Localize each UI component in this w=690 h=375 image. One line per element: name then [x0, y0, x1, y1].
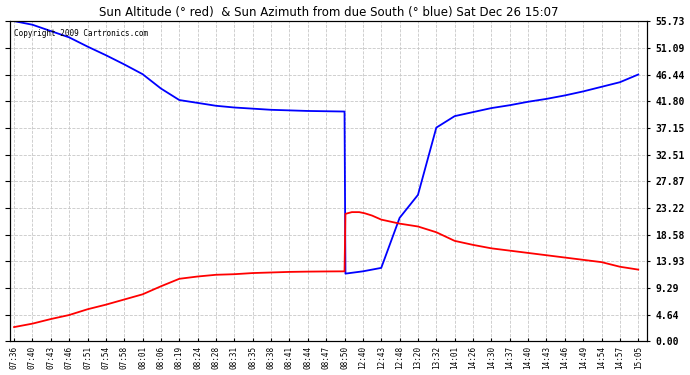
Title: Sun Altitude (° red)  & Sun Azimuth from due South (° blue) Sat Dec 26 15:07: Sun Altitude (° red) & Sun Azimuth from …	[99, 6, 559, 18]
Text: Copyright 2009 Cartronics.com: Copyright 2009 Cartronics.com	[14, 29, 148, 38]
